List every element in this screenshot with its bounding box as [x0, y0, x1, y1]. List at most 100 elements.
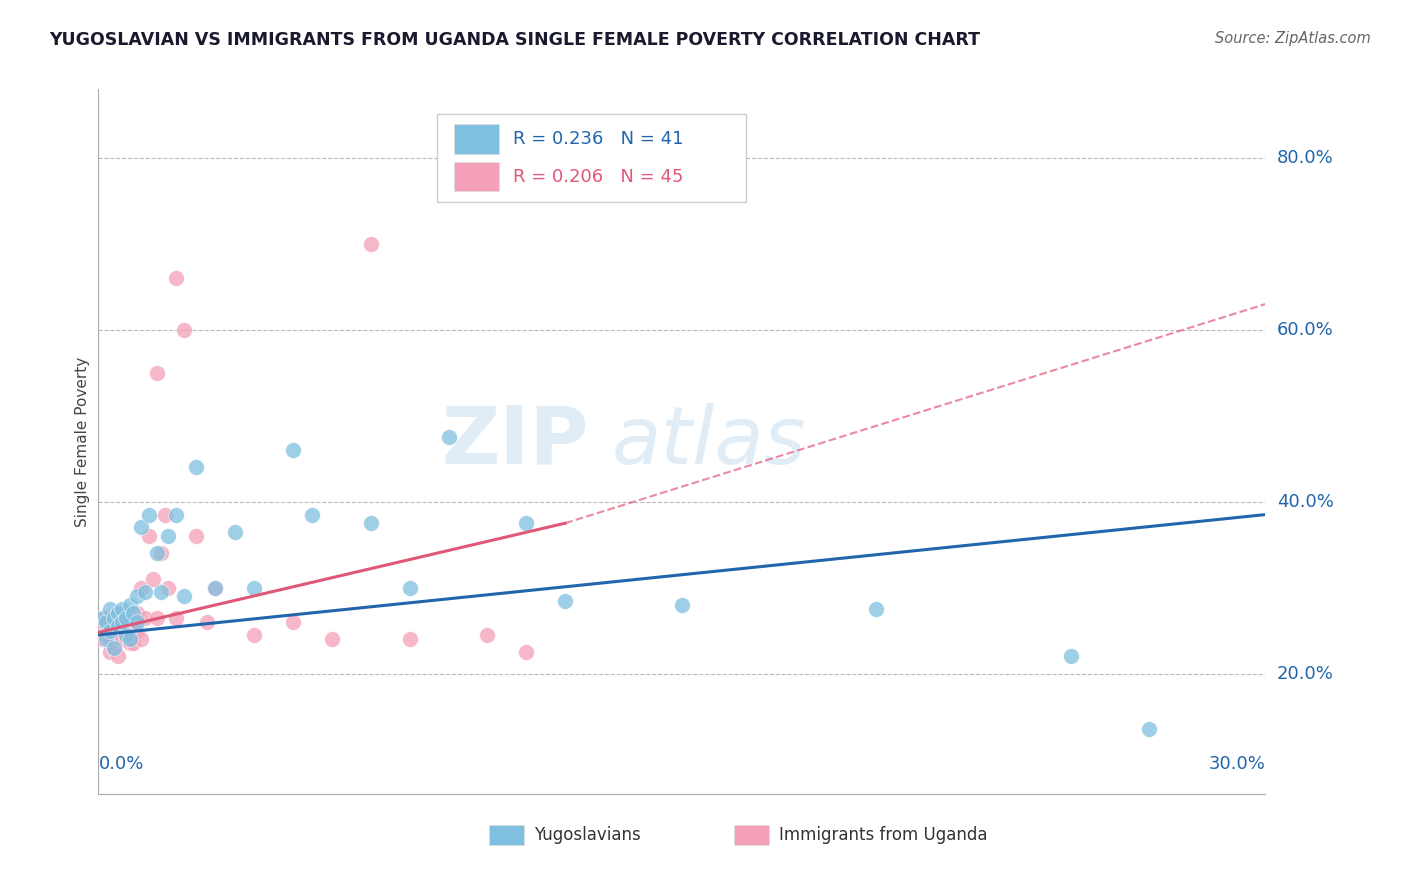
- Point: [129, 632, 152, 647]
- Point: [96, 628, 118, 642]
- Bar: [489, 825, 524, 845]
- Y-axis label: Single Female Poverty: Single Female Poverty: [75, 357, 90, 526]
- Point: [107, 628, 129, 642]
- Point: [195, 615, 218, 629]
- Text: 40.0%: 40.0%: [1277, 492, 1334, 511]
- Point: [103, 619, 125, 633]
- Point: [91, 610, 114, 624]
- Point: [243, 581, 266, 595]
- Point: [91, 615, 114, 629]
- Point: [138, 529, 160, 543]
- Point: [111, 632, 134, 647]
- Point: [146, 546, 169, 560]
- Point: [360, 236, 382, 251]
- Point: [118, 615, 141, 629]
- Point: [1060, 649, 1083, 664]
- Point: [98, 615, 121, 629]
- Text: Immigrants from Uganda: Immigrants from Uganda: [779, 826, 987, 844]
- Point: [118, 636, 141, 650]
- Point: [114, 632, 136, 647]
- Point: [98, 645, 121, 659]
- Point: [165, 271, 187, 285]
- Bar: [454, 161, 499, 192]
- Point: [146, 610, 169, 624]
- Point: [111, 607, 134, 621]
- Point: [127, 589, 149, 603]
- Text: R = 0.206   N = 45: R = 0.206 N = 45: [513, 168, 683, 186]
- Point: [122, 610, 145, 624]
- Text: 80.0%: 80.0%: [1277, 149, 1334, 167]
- Point: [103, 640, 125, 655]
- Point: [173, 589, 195, 603]
- Text: 0.0%: 0.0%: [98, 756, 143, 773]
- Point: [301, 508, 323, 522]
- Point: [281, 615, 304, 629]
- FancyBboxPatch shape: [437, 114, 747, 202]
- Text: ZIP: ZIP: [441, 402, 589, 481]
- Point: [173, 323, 195, 337]
- Point: [98, 624, 121, 638]
- Point: [96, 632, 118, 647]
- Point: [554, 593, 576, 607]
- Point: [103, 610, 125, 624]
- Point: [204, 581, 226, 595]
- Point: [243, 628, 266, 642]
- Point: [114, 610, 136, 624]
- Point: [118, 632, 141, 647]
- Point: [204, 581, 226, 595]
- Point: [671, 598, 693, 612]
- Point: [122, 607, 145, 621]
- Point: [184, 460, 207, 475]
- Point: [96, 610, 118, 624]
- Point: [91, 632, 114, 647]
- Point: [127, 607, 149, 621]
- Point: [103, 640, 125, 655]
- Point: [96, 615, 118, 629]
- Point: [398, 581, 420, 595]
- Point: [477, 628, 499, 642]
- Point: [98, 602, 121, 616]
- Text: atlas: atlas: [612, 402, 807, 481]
- Point: [122, 636, 145, 650]
- Point: [281, 443, 304, 458]
- Point: [107, 649, 129, 664]
- Text: 60.0%: 60.0%: [1277, 321, 1334, 339]
- Text: 30.0%: 30.0%: [1209, 756, 1265, 773]
- Point: [107, 619, 129, 633]
- Point: [157, 581, 180, 595]
- Point: [153, 508, 176, 522]
- Point: [165, 610, 187, 624]
- Point: [134, 585, 156, 599]
- Point: [360, 516, 382, 531]
- Point: [127, 615, 149, 629]
- Point: [114, 610, 136, 624]
- Bar: [734, 825, 769, 845]
- Point: [98, 632, 121, 647]
- Point: [118, 598, 141, 612]
- Point: [149, 546, 172, 560]
- Point: [515, 516, 537, 531]
- Text: Yugoslavians: Yugoslavians: [534, 826, 641, 844]
- Point: [127, 624, 149, 638]
- Point: [129, 520, 152, 534]
- Point: [149, 585, 172, 599]
- Point: [114, 628, 136, 642]
- Text: YUGOSLAVIAN VS IMMIGRANTS FROM UGANDA SINGLE FEMALE POVERTY CORRELATION CHART: YUGOSLAVIAN VS IMMIGRANTS FROM UGANDA SI…: [49, 31, 980, 49]
- Point: [146, 366, 169, 380]
- Text: R = 0.236   N = 41: R = 0.236 N = 41: [513, 130, 683, 148]
- Point: [107, 615, 129, 629]
- Point: [111, 602, 134, 616]
- Point: [138, 508, 160, 522]
- Point: [184, 529, 207, 543]
- Text: 20.0%: 20.0%: [1277, 665, 1334, 682]
- Point: [111, 615, 134, 629]
- Point: [224, 524, 246, 539]
- Point: [1137, 723, 1160, 737]
- Bar: [454, 124, 499, 154]
- Point: [865, 602, 887, 616]
- Point: [515, 645, 537, 659]
- Point: [437, 430, 460, 444]
- Point: [107, 607, 129, 621]
- Point: [129, 581, 152, 595]
- Point: [157, 529, 180, 543]
